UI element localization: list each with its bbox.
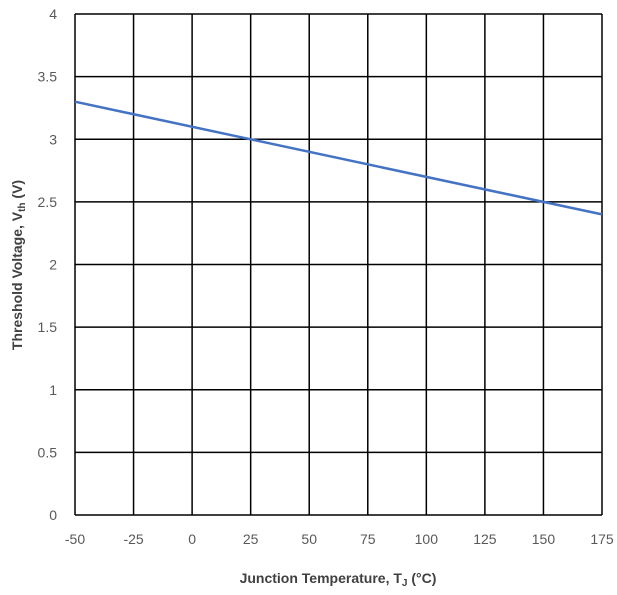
x-tick-label: 25 [243,531,259,547]
x-tick-label: 75 [360,531,376,547]
y-axis-title-subscript: th [17,202,28,211]
grid-lines [74,13,603,516]
x-axis-ticks: -50 -25 0 25 50 75 100 125 150 175 [65,531,614,547]
y-axis-title-unit: (V) [9,180,25,203]
x-tick-label: 50 [301,531,317,547]
x-tick-label: 125 [473,531,497,547]
y-tick-label: 0.5 [38,444,58,460]
y-tick-label: 3.5 [38,69,58,85]
x-axis-title-subscript: J [402,578,408,589]
y-tick-label: 4 [49,6,57,22]
x-tick-label: 150 [532,531,556,547]
x-axis-title-unit: (°C) [407,570,436,586]
y-axis-ticks: 0 0.5 1 1.5 2 2.5 3 3.5 4 [38,6,58,523]
series-group [74,100,603,216]
x-tick-label: 100 [415,531,439,547]
x-tick-label: -25 [123,531,143,547]
y-axis-title: Threshold Voltage, Vth (V) [9,180,28,350]
y-tick-label: 2.5 [38,194,58,210]
x-axis-title-main: Junction Temperature, T [240,570,403,586]
y-tick-label: 1 [49,382,57,398]
x-axis-title: Junction Temperature, TJ (°C) [240,570,437,589]
y-axis-title-main: Threshold Voltage, V [9,211,25,350]
x-tick-label: 0 [188,531,196,547]
y-tick-label: 1.5 [38,319,58,335]
x-tick-label: 175 [590,531,614,547]
x-tick-label: -50 [65,531,85,547]
series-line [74,100,603,216]
y-tick-label: 2 [49,257,57,273]
y-tick-label: 0 [49,507,57,523]
y-tick-label: 3 [49,131,57,147]
